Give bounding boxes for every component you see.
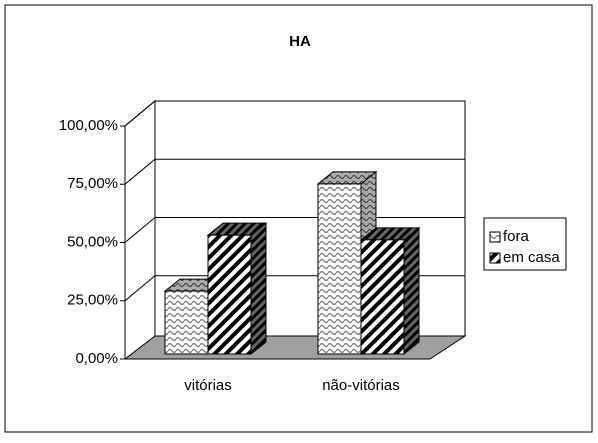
legend-swatch: [489, 231, 501, 243]
legend-swatch: [489, 252, 501, 264]
grid-line: [124, 100, 465, 127]
bar: [317, 183, 362, 355]
grid-line: [124, 158, 465, 185]
legend-label: fora: [503, 228, 530, 245]
y-tick-label: 25,00%: [67, 292, 118, 309]
y-tick-label: 75,00%: [67, 175, 118, 192]
y-tick-label: 100,00%: [59, 117, 118, 134]
y-tick-label: 0,00%: [75, 350, 118, 367]
chart-title: HA: [289, 33, 311, 50]
x-tick-label: não-vitórias: [322, 377, 400, 394]
bar: [164, 290, 209, 355]
bar-side: [250, 222, 267, 356]
legend-label: em casa: [503, 249, 560, 266]
bar: [360, 239, 405, 355]
bar-side: [403, 226, 420, 356]
x-tick-label: vitórias: [184, 377, 232, 394]
bar: [207, 234, 252, 355]
y-tick-label: 50,00%: [67, 233, 118, 250]
